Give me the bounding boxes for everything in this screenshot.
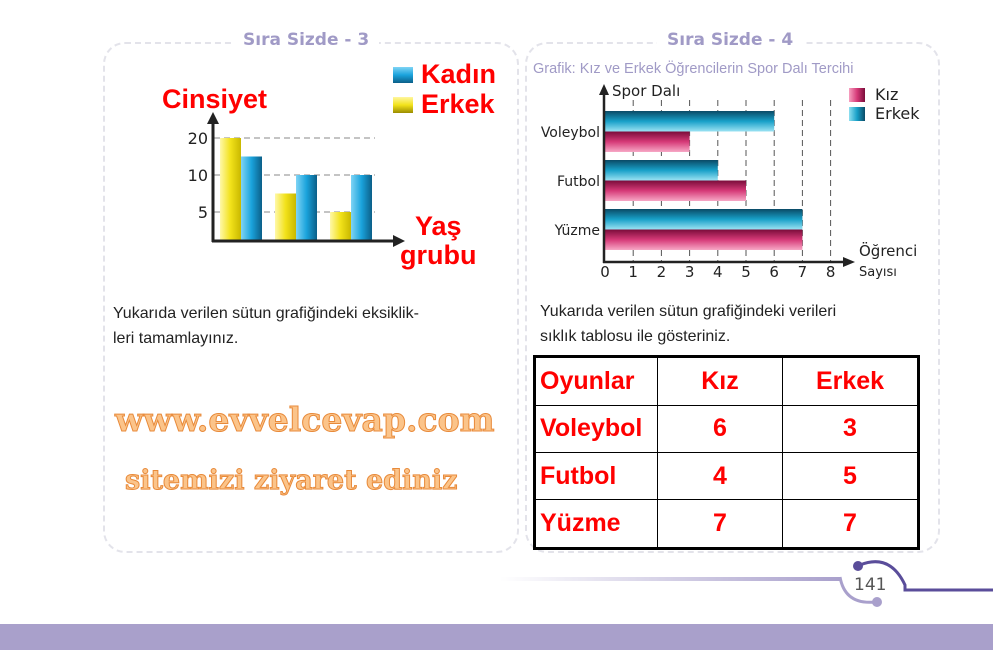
footer-line: [500, 577, 840, 581]
sira-sizde-4-panel: Sıra Sizde - 4: [525, 30, 940, 553]
legend-item-kiz: Kız: [849, 85, 898, 104]
x-tick-label: 7: [798, 263, 808, 281]
legend-swatch: [393, 66, 413, 83]
x-tick-label: 8: [826, 263, 836, 281]
cell: Futbol: [534, 451, 658, 501]
frequency-table: Oyunlar Kız Erkek Voleybol 6 3 Futbol 4 …: [533, 355, 920, 550]
category-label: Yüzme: [554, 223, 600, 239]
bar-kız: [605, 229, 803, 250]
bar-erkek: [605, 160, 718, 181]
x-tick-label: 3: [685, 263, 695, 281]
x-tick-label: 4: [713, 263, 723, 281]
bar-kadın: [241, 156, 262, 240]
panel-title: Sıra Sizde - 3: [233, 30, 380, 50]
bar-erkek: [330, 212, 351, 240]
x-axis-label-line1: Yaş: [414, 211, 462, 241]
table-row: Yüzme 7 7: [534, 499, 919, 549]
legend-swatch: [393, 96, 413, 113]
x-axis-label-line2: Sayısı: [859, 265, 897, 280]
y-axis-label: Cinsiyet: [162, 84, 268, 114]
bar-kadın: [351, 175, 372, 240]
legend-swatch: [849, 87, 865, 102]
page-number: 141: [854, 575, 887, 595]
x-axis-label: Öğrenci Sayısı: [859, 241, 917, 283]
sira-sizde-3-panel: Sıra Sizde - 3: [103, 30, 519, 553]
legend-item-kadin: Kadın: [393, 59, 496, 90]
legend-label: Erkek: [875, 104, 920, 123]
cell: Yüzme: [534, 499, 658, 549]
x-axis-label: Yaş grubu: [400, 212, 476, 270]
header-cell: Kız: [657, 356, 783, 406]
cell: 7: [657, 499, 783, 549]
x-tick-label: 1: [628, 263, 638, 281]
chart-title: Grafik: Kız ve Erkek Öğrencilerin Spor D…: [533, 61, 854, 77]
bar-kadın: [296, 175, 317, 240]
bar-erkek: [605, 209, 803, 230]
footer-band: [0, 624, 993, 650]
left-instruction: Yukarıda verilen sütun grafiğindeki eksi…: [113, 301, 419, 351]
bar-kız: [605, 180, 746, 201]
legend-item-erkek: Erkek: [849, 104, 920, 123]
legend-label: Kadın: [421, 59, 497, 89]
y-tick-label: 5: [198, 203, 208, 222]
bar-kız: [605, 131, 690, 152]
x-tick-label: 0: [600, 263, 610, 281]
right-instruction: Yukarıda verilen sütun grafiğindeki veri…: [540, 299, 836, 349]
y-tick-label: 20: [188, 129, 208, 148]
cell: 7: [782, 499, 919, 549]
y-axis-arrow: [207, 112, 219, 124]
cell: 3: [782, 404, 919, 453]
legend-label: Kız: [875, 85, 899, 104]
instruction-line: sıklık tablosu ile gösteriniz.: [540, 328, 731, 345]
bar-erkek: [220, 138, 241, 240]
category-label: Futbol: [557, 174, 600, 190]
x-axis-arrow: [843, 257, 855, 267]
table-row: Futbol 4 5: [534, 451, 919, 501]
table-header-row: Oyunlar Kız Erkek: [534, 356, 919, 406]
x-axis-label-line1: Öğrenci: [859, 242, 918, 260]
y-axis-label: Spor Dalı: [612, 82, 681, 100]
x-axis-arrow: [393, 235, 405, 247]
x-tick-label: 5: [741, 263, 751, 281]
panel-title: Sıra Sizde - 4: [657, 30, 804, 50]
x-tick-label: 2: [657, 263, 667, 281]
y-axis-arrow: [599, 84, 609, 95]
legend-item-erkek: Erkek: [393, 89, 495, 120]
header-cell: Oyunlar: [534, 356, 658, 406]
page-number-ornament: [838, 560, 993, 607]
x-axis-label-line2: grubu: [400, 240, 477, 270]
instruction-line: Yukarıda verilen sütun grafiğindeki veri…: [540, 303, 837, 320]
bar-erkek: [605, 111, 775, 132]
x-tick-label: 6: [769, 263, 779, 281]
cell: Voleybol: [534, 404, 658, 453]
cell: 4: [657, 451, 783, 501]
header-cell: Erkek: [782, 356, 919, 406]
cell: 5: [782, 451, 919, 501]
table-row: Voleybol 6 3: [534, 404, 919, 453]
legend-swatch: [849, 106, 865, 121]
cell: 6: [657, 404, 783, 453]
category-label: Voleybol: [541, 125, 600, 141]
bar-erkek: [275, 193, 296, 240]
legend-label: Erkek: [421, 89, 495, 119]
y-tick-label: 10: [188, 166, 208, 185]
instruction-line: Yukarıda verilen sütun grafiğindeki eksi…: [113, 305, 419, 322]
instruction-line: leri tamamlayınız.: [113, 330, 239, 347]
